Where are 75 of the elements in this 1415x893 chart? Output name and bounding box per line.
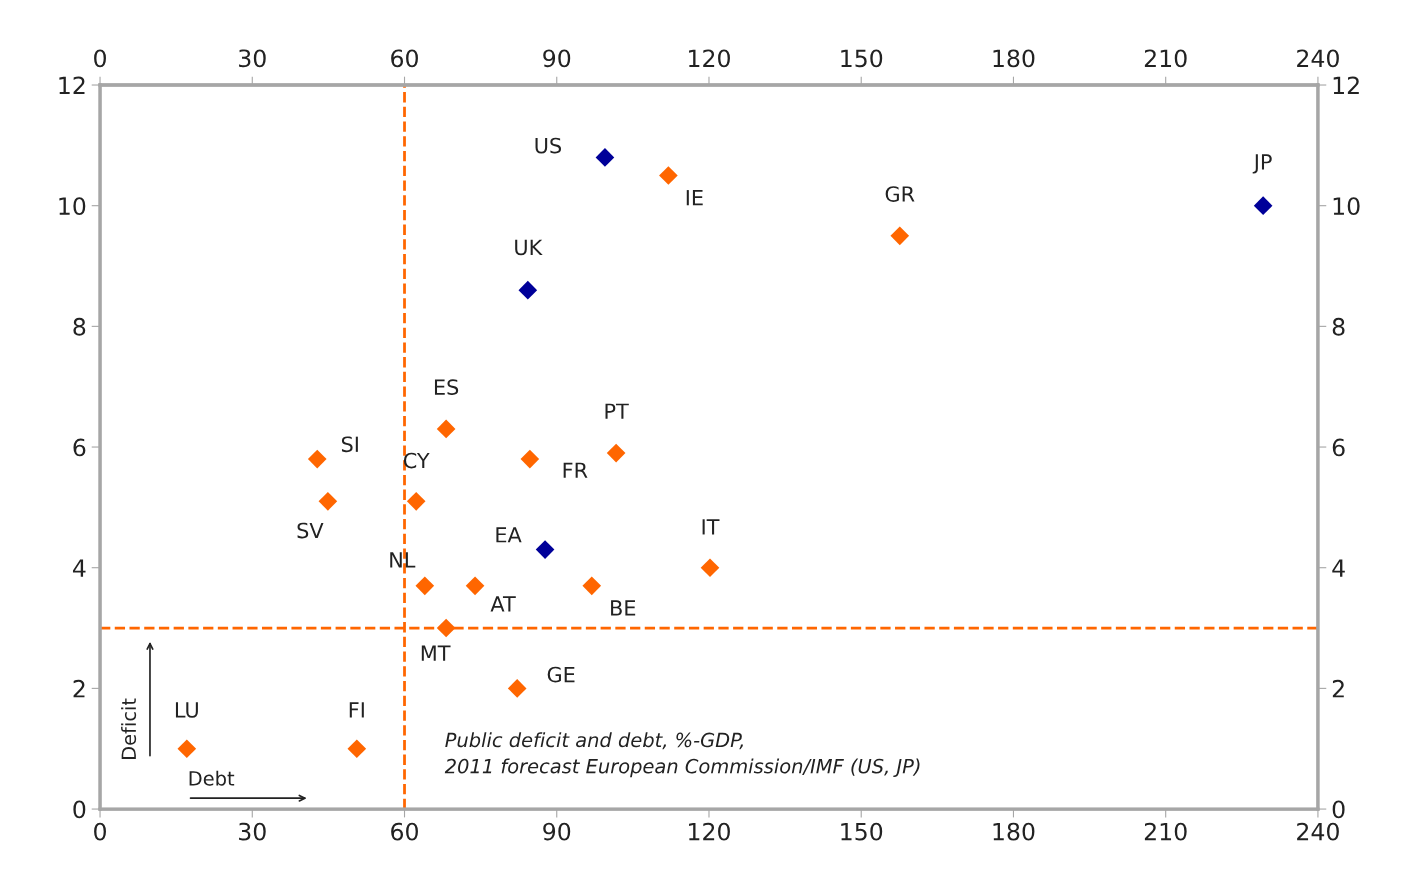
annotation: Public deficit and debt, %-GDP, 2011 forecast European Commission/IMF (US, JP) (444, 732, 920, 778)
y2-tick-label: 10 (1333, 197, 1360, 215)
point (595, 148, 615, 167)
y2-tick-label: 4 (1332, 559, 1345, 577)
x2-tick-label: 240 (1297, 49, 1339, 68)
point (520, 449, 540, 469)
y2-tick-label: 6 (1332, 438, 1345, 457)
point (606, 443, 626, 463)
x2-tick-label: 180 (993, 49, 1035, 68)
x-tick-label: 180 (993, 822, 1035, 841)
point (177, 739, 197, 759)
x-tick-label: 210 (1144, 822, 1187, 841)
annotation: Debt (189, 770, 235, 786)
y-tick-label: 10 (59, 197, 86, 215)
x-tick-label: 90 (543, 822, 571, 841)
y-tick-label: 6 (73, 438, 86, 457)
annotation: GR (885, 186, 915, 202)
point (890, 226, 910, 246)
annotation: UK (515, 239, 543, 256)
annotation: JP (1252, 154, 1272, 174)
y2-tick-label: 8 (1332, 317, 1345, 336)
annotation: FI (349, 702, 364, 718)
x-tick-label: 60 (391, 822, 418, 841)
annotation: Deficit (121, 698, 137, 759)
annotation: NL (390, 552, 416, 568)
annotation: AT (490, 596, 516, 612)
annotation: ES (434, 379, 459, 395)
x-tick-label: 120 (689, 822, 730, 841)
point (700, 558, 720, 578)
x2-tick-label: 30 (239, 49, 266, 68)
annotation: IE (686, 190, 703, 206)
point (465, 576, 485, 596)
x2-tick-label: 150 (841, 49, 883, 68)
annotation: LU (175, 702, 198, 718)
x2-tick-label: 210 (1144, 49, 1187, 68)
annotation: BE (611, 600, 636, 616)
annotation: PT (605, 403, 629, 419)
point (535, 540, 555, 559)
annotation: SV (297, 522, 324, 539)
x2-tick-label: 120 (689, 49, 730, 68)
point (659, 166, 678, 185)
point (307, 449, 327, 469)
x2-tick-label: 90 (543, 49, 571, 68)
point (582, 576, 602, 596)
point (406, 492, 426, 511)
annotation: IT (702, 519, 720, 535)
y-tick-label: 4 (72, 559, 86, 577)
point (436, 618, 456, 638)
point (347, 739, 367, 759)
point (415, 576, 435, 596)
y-tick-label: 8 (73, 317, 86, 336)
annotation: FR (563, 462, 588, 478)
x-tick-label: 0 (94, 822, 106, 841)
annotation: SI (341, 436, 358, 453)
y-tick-label: 0 (73, 800, 86, 819)
point (318, 492, 338, 511)
y-tick-label: 12 (59, 76, 85, 94)
y2-tick-label: 2 (1332, 679, 1344, 698)
x-tick-label: 150 (841, 822, 883, 841)
y2-tick-label: 0 (1332, 800, 1345, 819)
x-tick-label: 240 (1297, 822, 1339, 841)
x-tick-label: 30 (239, 822, 266, 841)
x2-tick-label: 0 (94, 49, 106, 68)
annotation: MT (421, 645, 451, 661)
y2-tick-label: 12 (1333, 76, 1359, 94)
point (1253, 196, 1273, 215)
annotation: GE (547, 666, 575, 683)
point (518, 280, 538, 300)
point (436, 419, 456, 439)
point (507, 679, 527, 698)
y-tick-label: 2 (73, 679, 85, 698)
annotation: CY (403, 452, 430, 469)
annotation: EA (496, 527, 522, 543)
x2-tick-label: 60 (391, 49, 418, 68)
annotation: US (535, 137, 562, 154)
